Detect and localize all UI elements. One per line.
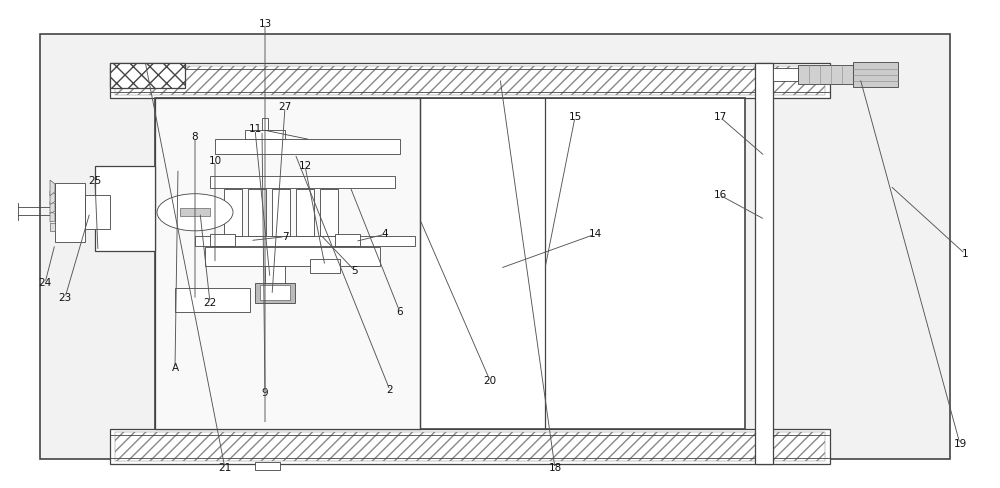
Bar [335,234,360,246]
Polygon shape [50,180,55,196]
Text: 11: 11 [248,124,262,134]
Bar [310,259,340,273]
Text: 17: 17 [713,112,727,122]
Bar [110,63,185,88]
Text: 24: 24 [38,278,52,288]
Bar [320,189,338,236]
Circle shape [157,194,233,231]
Bar [245,130,285,139]
Bar [195,236,415,246]
Bar [115,66,825,95]
Text: A: A [171,364,179,373]
Bar [110,63,830,98]
Text: 5: 5 [352,266,358,276]
Bar [265,266,285,285]
Bar [296,189,314,236]
Bar [255,283,295,303]
Text: 20: 20 [483,376,497,386]
Bar [55,183,85,242]
Text: 16: 16 [713,190,727,200]
Bar [115,432,825,461]
Bar [773,68,798,81]
Bar [155,98,745,429]
Bar [215,139,400,154]
Text: 9: 9 [262,388,268,398]
Bar [262,118,268,130]
Text: 4: 4 [382,229,388,239]
Polygon shape [50,212,55,222]
Bar [755,63,773,464]
Bar [260,285,290,300]
Bar [205,247,380,266]
Bar [180,208,210,216]
Bar [798,65,853,84]
Text: 14: 14 [588,229,602,239]
Bar [224,189,242,236]
Bar [853,62,898,87]
Text: 15: 15 [568,112,582,122]
Text: 6: 6 [397,307,403,317]
Polygon shape [50,223,55,231]
Text: 1: 1 [962,249,968,259]
Text: 13: 13 [258,20,272,29]
Polygon shape [50,202,55,213]
Bar [155,98,420,429]
Bar [272,189,290,236]
Text: 2: 2 [387,386,393,395]
Bar [110,429,830,464]
Text: 8: 8 [192,132,198,142]
Text: 7: 7 [282,232,288,242]
Text: 23: 23 [58,293,72,303]
Bar [175,288,250,312]
Text: 10: 10 [208,156,222,166]
Bar [248,189,266,236]
Bar [95,166,155,251]
Text: 12: 12 [298,161,312,171]
Text: 19: 19 [953,439,967,449]
Bar [210,234,235,246]
Bar [210,176,395,188]
Text: 18: 18 [548,464,562,473]
Bar [255,462,280,470]
Bar [40,34,950,459]
Bar [85,195,110,229]
Text: 21: 21 [218,464,232,473]
Text: 22: 22 [203,298,217,307]
Text: 27: 27 [278,102,292,112]
Polygon shape [50,191,55,204]
Text: 25: 25 [88,176,102,185]
